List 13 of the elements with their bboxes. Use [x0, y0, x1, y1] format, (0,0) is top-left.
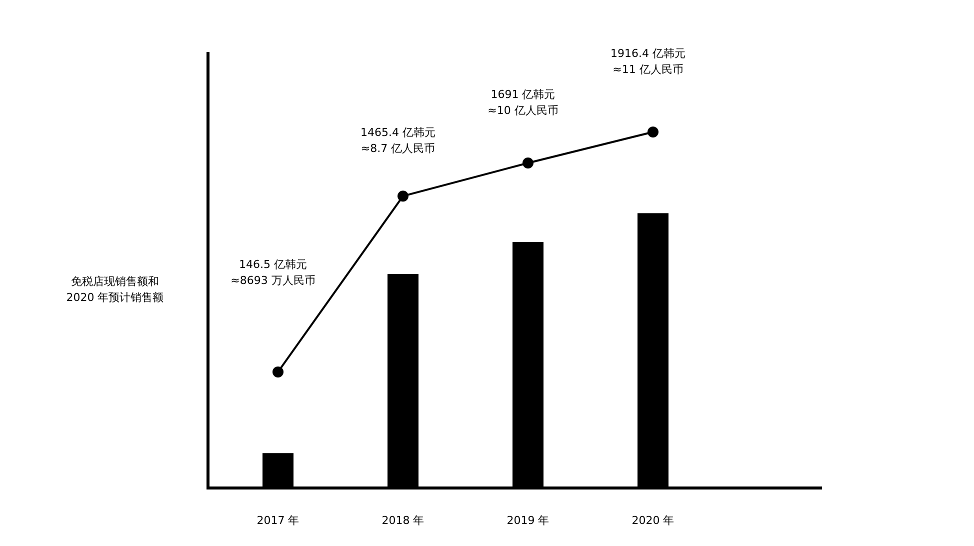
y-axis-title: 免税店现销售额和 2020 年预计销售额	[66, 275, 164, 304]
text: 1916.4 亿韩元 ≈11 亿人民币	[610, 47, 686, 76]
x-tick-label: 2017 年	[256, 514, 300, 527]
annotation: 1465.4 亿韩元 ≈8.7 亿人民币	[360, 126, 436, 156]
annotation: 146.5 亿韩元 ≈8693 万人民币	[230, 258, 316, 287]
point	[522, 157, 534, 168]
point	[272, 366, 284, 378]
x-tick-label: 2018 年	[382, 514, 424, 527]
text: 1691 亿韩元 ≈10 亿人民币	[488, 88, 558, 117]
point	[648, 126, 658, 138]
point	[398, 190, 408, 202]
x-tick-label: 2020 年	[632, 514, 674, 527]
x-tick-label: 2019 年	[506, 514, 550, 527]
